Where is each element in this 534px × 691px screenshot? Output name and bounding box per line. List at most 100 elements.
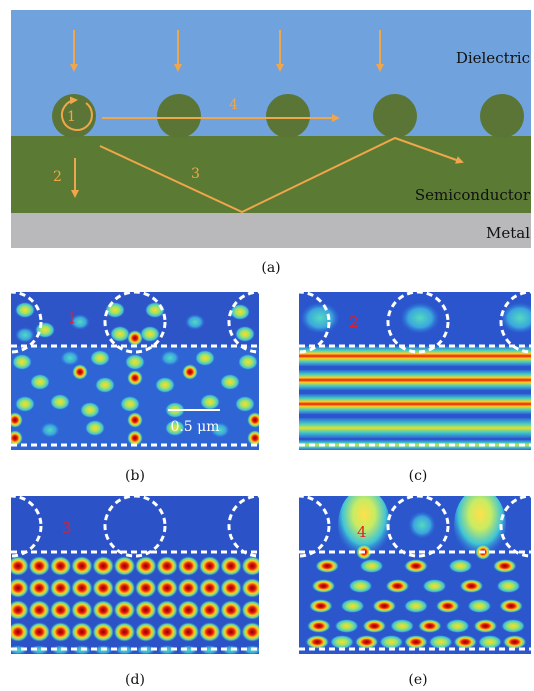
field-hotspot [300,302,340,334]
incident-light-arrows [70,30,384,72]
field-hotspot [95,377,115,393]
field-hotspot [198,556,221,576]
field-hotspot [40,422,60,438]
particle-outline [227,292,259,354]
nanoparticle [480,94,524,138]
field-hotspot [400,302,440,334]
field-hotspot [241,556,259,576]
field-hotspot [242,645,259,654]
field-hotspot [127,412,143,428]
particle-outline [227,496,259,558]
field-hotspot [15,327,35,343]
field-hotspot [178,645,199,654]
field-band [299,370,531,390]
field-hotspot [195,350,215,366]
caption-d: (d) [125,672,145,688]
field-hotspot [134,556,157,576]
particle-outline [11,292,43,354]
field-hotspot [385,579,410,593]
path-3-arrow [99,136,464,214]
field-hotspot [156,600,179,620]
nanoparticle [373,94,417,138]
field-hotspot [160,350,180,366]
field-hotspot [134,600,157,620]
field-hotspot [134,622,157,642]
panel-marker-4: 4 [357,523,367,541]
caption-a: (a) [261,260,280,276]
field-hotspot [247,412,259,428]
field-hotspot [12,354,32,370]
field-hotspot [177,556,200,576]
field-hotspot [11,430,23,446]
field-hotspot [70,600,93,620]
field-hotspot [92,578,115,598]
field-hotspot [11,578,29,598]
field-hotspot [210,422,230,438]
field-hotspot [156,578,179,598]
field-hotspot [28,578,51,598]
field-hotspot [200,394,220,410]
field-hotspot [185,314,205,330]
field-hotspot [238,354,258,370]
field-hotspot [306,619,331,633]
particle-outline [386,496,450,558]
field-hotspot [90,350,110,366]
field-hotspot [85,420,105,436]
particle-outline [386,292,450,354]
field-hotspot [70,314,90,330]
schematic-panel-a: 1 2 3 4 Dielectric Semiconductor Metal [11,10,531,248]
field-hotspot [50,645,71,654]
field-hotspot [92,622,115,642]
field-band [299,394,531,414]
dielectric-label: Dielectric [456,49,530,67]
field-hotspot [28,600,51,620]
field-hotspot [157,645,178,654]
field-hotspot [49,556,72,576]
field-hotspot [417,619,442,633]
field-hotspot [422,579,447,593]
field-hotspot [372,599,397,613]
field-hotspot [241,578,259,598]
field-hotspot [220,374,240,390]
field-hotspot [448,559,473,573]
field-hotspot [501,619,526,633]
field-hotspot [11,622,29,642]
field-hotspot [459,579,484,593]
path-label-1: 1 [67,109,76,125]
field-hotspot [92,556,115,576]
field-hotspot [50,394,70,410]
particle-outline [299,292,331,354]
field-band [299,418,531,438]
particle-outline [299,496,331,558]
field-hotspot [230,304,250,320]
field-hotspot [113,622,136,642]
field-hotspot [305,635,330,649]
field-hotspot [182,364,198,380]
field-hotspot [247,430,259,446]
field-map-e: 4 [299,496,531,654]
field-hotspot [127,370,143,386]
field-hotspot [49,578,72,598]
field-hotspot [28,556,51,576]
field-hotspot [500,302,531,334]
field-hotspot [156,622,179,642]
field-hotspot [348,579,373,593]
field-map-c: 2 [299,292,531,450]
panel-marker-2: 2 [349,313,359,331]
particle-outline [499,292,531,354]
field-hotspot [177,578,200,598]
field-hotspot [11,412,23,428]
field-hotspot [11,645,28,654]
caption-c: (c) [409,468,428,484]
field-hotspot [390,619,415,633]
field-hotspot [220,600,242,620]
field-hotspot [454,496,506,561]
field-hotspot [92,600,115,620]
path-label-3: 3 [191,166,200,182]
panel-marker-1: 1 [67,309,77,327]
field-hotspot [120,396,140,412]
field-hotspot [49,600,72,620]
field-hotspot [70,578,93,598]
nanoparticle [157,94,201,138]
field-hotspot [199,645,220,654]
